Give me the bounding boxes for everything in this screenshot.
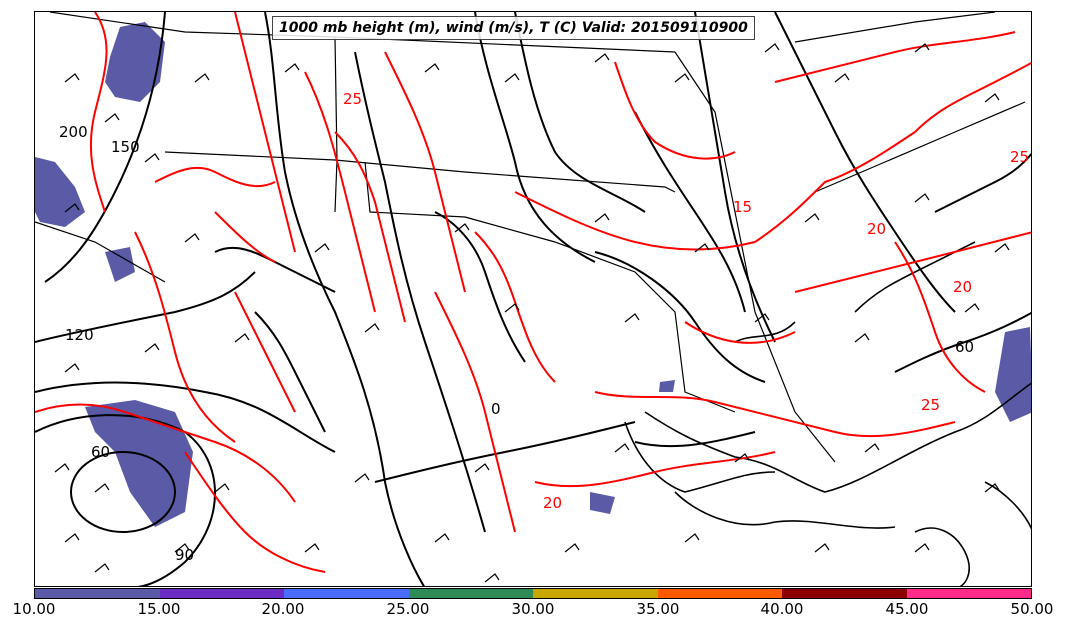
colorbar-tick: 45.00 bbox=[885, 600, 929, 618]
colorbar-tick-labels: 10.00 15.00 20.00 25.00 30.00 35.00 40.0… bbox=[0, 600, 1065, 624]
temperature-label: 25 bbox=[343, 90, 362, 108]
height-label: 60 bbox=[955, 338, 974, 356]
colorbar-tick: 30.00 bbox=[511, 600, 555, 618]
colorbar-segment bbox=[782, 589, 907, 598]
temperature-label: 25 bbox=[921, 396, 940, 414]
wind-shading bbox=[35, 22, 1031, 527]
colorbar-segment bbox=[906, 589, 1031, 598]
colorbar-tick: 15.00 bbox=[137, 600, 181, 618]
colorbar-tick: 40.00 bbox=[760, 600, 804, 618]
colorbar-tick: 35.00 bbox=[636, 600, 680, 618]
colorbar-segment bbox=[35, 589, 160, 598]
wind-barbs bbox=[54, 43, 1010, 583]
temperature-contours bbox=[35, 12, 1031, 573]
height-label: 60 bbox=[91, 443, 110, 461]
temperature-label: 20 bbox=[543, 494, 562, 512]
colorbar-tick: 20.00 bbox=[261, 600, 305, 618]
height-label: 0 bbox=[491, 400, 501, 418]
height-label: 150 bbox=[111, 138, 140, 156]
colorbar-segment bbox=[533, 589, 658, 598]
height-contours bbox=[35, 12, 1031, 586]
map-canvas: 150 200 120 60 90 60 0 25 15 20 20 25 25… bbox=[35, 12, 1031, 586]
contour-labels: 150 200 120 60 90 60 0 25 15 20 20 25 25… bbox=[59, 90, 1029, 564]
colorbar-segment bbox=[284, 589, 409, 598]
map-panel: 150 200 120 60 90 60 0 25 15 20 20 25 25… bbox=[34, 11, 1032, 587]
height-label: 200 bbox=[59, 123, 88, 141]
colorbar-tick: 50.00 bbox=[1010, 600, 1054, 618]
colorbar-segment bbox=[159, 589, 284, 598]
temperature-label: 20 bbox=[867, 220, 886, 238]
temperature-label: 25 bbox=[1010, 148, 1029, 166]
temperature-label: 20 bbox=[953, 278, 972, 296]
colorbar-segment bbox=[657, 589, 782, 598]
height-label: 90 bbox=[175, 546, 194, 564]
map-title: 1000 mb height (m), wind (m/s), T (C) Va… bbox=[272, 16, 755, 40]
colorbar-tick: 25.00 bbox=[386, 600, 430, 618]
colorbar-tick: 10.00 bbox=[12, 600, 56, 618]
colorbar bbox=[34, 588, 1032, 599]
height-label: 120 bbox=[65, 326, 94, 344]
temperature-label: 15 bbox=[733, 198, 752, 216]
political-borders bbox=[35, 12, 1026, 463]
colorbar-segment bbox=[408, 589, 533, 598]
